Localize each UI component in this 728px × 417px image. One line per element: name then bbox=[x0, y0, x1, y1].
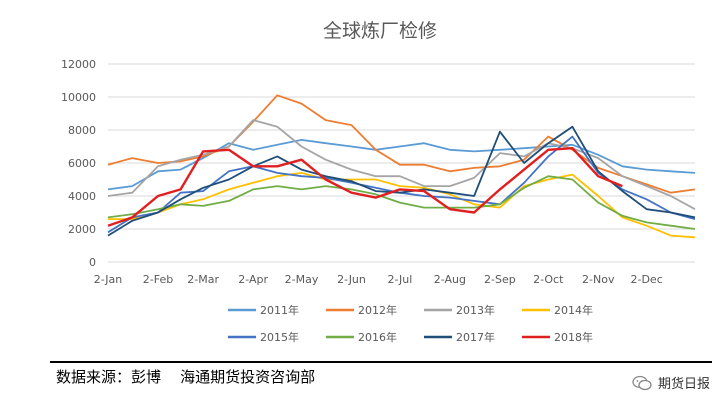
y-axis: 0 2000 4000 6000 8000 10000 12000 bbox=[61, 58, 96, 269]
wechat-icon bbox=[632, 375, 652, 390]
x-tick-label: 2-Mar bbox=[187, 273, 219, 286]
series-line-2015年 bbox=[107, 135, 696, 234]
x-tick-label: 2-Jul bbox=[387, 273, 412, 286]
y-tick-label: 4000 bbox=[68, 190, 96, 203]
legend-item: 2012年 bbox=[326, 303, 397, 317]
legend-label: 2017年 bbox=[456, 330, 495, 344]
series-line-2011年 bbox=[107, 139, 696, 191]
chart: 全球炼厂检修 0 2000 4000 6000 8000 10000 12000 2-Jan… bbox=[61, 20, 696, 344]
legend-label: 2015年 bbox=[260, 330, 299, 344]
legend-item: 2011年 bbox=[228, 303, 299, 317]
footer: 数据来源：彭博 海通期货投资咨询部 期货日报 bbox=[50, 361, 718, 401]
y-tick-label: 2000 bbox=[68, 223, 96, 236]
x-tick-label: 2-Feb bbox=[143, 273, 173, 286]
legend-item: 2013年 bbox=[424, 303, 495, 317]
legend-item: 2016年 bbox=[326, 330, 397, 344]
x-tick-label: 2-Apr bbox=[238, 273, 268, 286]
legend-label: 2014年 bbox=[554, 303, 593, 317]
data-source-text: 数据来源：彭博 海通期货投资咨询部 bbox=[56, 368, 316, 386]
chart-title: 全球炼厂检修 bbox=[323, 20, 437, 42]
legend-item: 2014年 bbox=[522, 303, 593, 317]
series-line-2016年 bbox=[107, 175, 696, 230]
brand: 期货日报 bbox=[632, 373, 710, 392]
series-group bbox=[107, 94, 696, 239]
legend: 2011年 2012年 2013年 2014年 2015年 2016年 2017年 2018年 bbox=[228, 303, 593, 344]
series-line-2013年 bbox=[107, 119, 696, 210]
legend-label: 2011年 bbox=[260, 303, 299, 317]
footer-divider bbox=[50, 361, 712, 363]
legend-label: 2018年 bbox=[554, 330, 593, 344]
legend-label: 2013年 bbox=[456, 303, 495, 317]
brand-label: 期货日报 bbox=[657, 377, 710, 392]
y-tick-label: 6000 bbox=[68, 157, 96, 170]
legend-item: 2018年 bbox=[522, 330, 593, 344]
series-line-2018年 bbox=[107, 147, 623, 227]
x-tick-label: 2-Jun bbox=[337, 273, 366, 286]
y-tick-label: 12000 bbox=[61, 58, 96, 71]
x-axis: 2-Jan 2-Feb 2-Mar 2-Apr 2-May 2-Jun 2-Jul 2-Aug… bbox=[94, 273, 663, 286]
x-tick-label: 2-Sep bbox=[484, 273, 516, 286]
series-line-2012年 bbox=[107, 94, 696, 194]
grid bbox=[108, 63, 695, 263]
x-tick-label: 2-Dec bbox=[630, 273, 662, 286]
x-tick-label: 2-Aug bbox=[434, 273, 466, 286]
legend-item: 2015年 bbox=[228, 330, 299, 344]
legend-label: 2016年 bbox=[358, 330, 397, 344]
y-tick-label: 8000 bbox=[68, 124, 96, 137]
y-tick-label: 10000 bbox=[61, 91, 96, 104]
series-line-2014年 bbox=[108, 172, 696, 239]
x-tick-label: 2-Oct bbox=[533, 273, 564, 286]
series-line-2017年 bbox=[107, 125, 696, 237]
legend-item: 2017年 bbox=[424, 330, 495, 344]
legend-label: 2012年 bbox=[358, 303, 397, 317]
x-tick-label: 2-Nov bbox=[582, 273, 615, 286]
x-tick-label: 2-Jan bbox=[94, 273, 123, 286]
y-tick-label: 0 bbox=[89, 256, 96, 269]
x-tick-label: 2-May bbox=[285, 273, 319, 286]
